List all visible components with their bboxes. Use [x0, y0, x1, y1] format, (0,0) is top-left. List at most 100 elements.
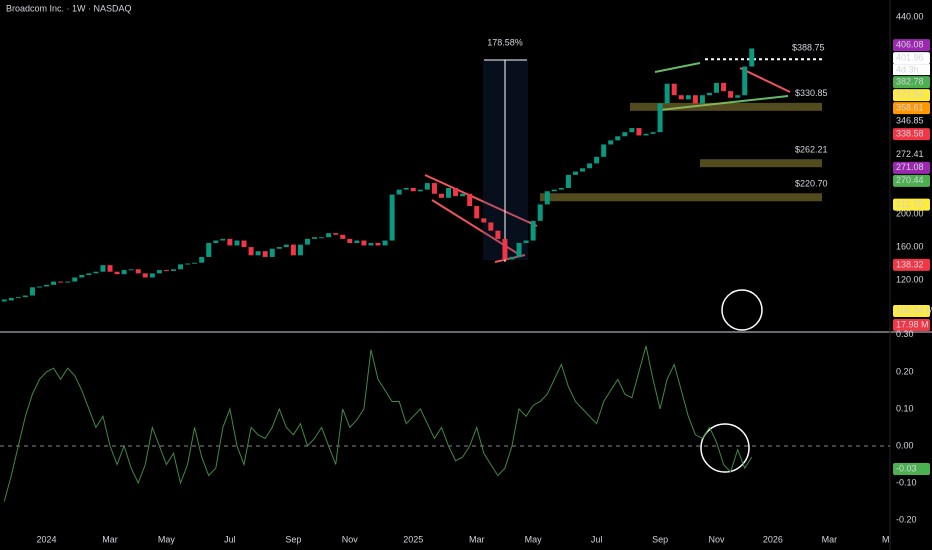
current-label: -0.03	[896, 463, 917, 473]
candle	[170, 269, 176, 271]
candle	[206, 242, 212, 257]
candle	[608, 140, 614, 145]
candle	[227, 238, 233, 246]
y-tick-label: 440.00	[896, 12, 924, 22]
candle	[692, 95, 698, 104]
y-tick-label: -0.20	[896, 514, 917, 524]
price-label-bg	[893, 115, 930, 128]
volume-label: 106.04 M	[896, 305, 932, 315]
y-tick-label: 0.00	[896, 440, 914, 450]
candle	[495, 230, 501, 239]
candle	[622, 132, 628, 137]
x-tick-label: Sep	[652, 534, 668, 544]
candle	[389, 194, 395, 241]
candle	[551, 189, 557, 192]
candle	[220, 238, 226, 241]
price-label: 346.85	[896, 115, 924, 125]
candle	[185, 263, 191, 265]
candle	[749, 48, 755, 67]
candle	[65, 281, 71, 283]
candle	[481, 218, 487, 223]
highlight-circle	[721, 289, 763, 331]
candle	[509, 256, 515, 260]
trend-line	[424, 174, 538, 227]
candle	[333, 233, 339, 235]
x-tick-label: May	[158, 534, 176, 544]
candle	[685, 95, 691, 100]
price-label: 372.54	[896, 89, 924, 99]
x-tick-label: Nov	[709, 534, 726, 544]
candle	[163, 270, 169, 272]
price-label: 272.41	[896, 149, 924, 159]
candle	[234, 240, 240, 246]
candle	[424, 183, 430, 190]
candle	[22, 295, 28, 298]
trend-line	[659, 95, 789, 111]
candle	[375, 242, 381, 246]
candle	[467, 193, 473, 207]
price-label: 358.61	[896, 102, 924, 112]
level-zone	[700, 159, 822, 168]
price-label: 138.32	[896, 259, 924, 269]
candle	[58, 281, 64, 283]
candle	[340, 234, 346, 239]
y-tick-label: 0.20	[896, 366, 914, 376]
candle	[178, 264, 184, 270]
current-label-bg	[893, 463, 930, 476]
trend-line	[739, 67, 791, 93]
trend-line	[654, 62, 701, 73]
candle	[530, 220, 536, 241]
candle	[735, 95, 741, 98]
candle	[431, 183, 437, 194]
candle	[580, 168, 586, 172]
candle	[706, 92, 712, 96]
x-tick-label: 2024	[37, 534, 57, 544]
x-tick-label: Jul	[591, 534, 603, 544]
candle	[636, 128, 642, 136]
volume-label-bg	[893, 305, 930, 317]
candle	[368, 242, 374, 246]
candle	[262, 251, 268, 257]
y-tick-label: 120.00	[896, 274, 924, 284]
candle	[255, 251, 261, 256]
candle	[523, 240, 529, 243]
x-tick-label: Mar	[102, 534, 118, 544]
price-label: 406.08	[896, 39, 924, 49]
candle	[382, 240, 388, 246]
candle	[502, 238, 508, 260]
x-tick-label: Mar	[822, 534, 838, 544]
level-label: $330.85	[795, 88, 828, 98]
candle	[44, 284, 50, 287]
candle	[587, 163, 593, 169]
candle	[403, 187, 409, 190]
candle	[128, 269, 134, 271]
candle	[678, 95, 684, 100]
candle	[657, 103, 663, 133]
candle	[664, 83, 670, 104]
candle	[72, 277, 78, 282]
candle	[650, 132, 656, 134]
candle	[241, 240, 247, 248]
price-label-bg	[893, 52, 930, 65]
x-tick-label: Sep	[285, 534, 301, 544]
candle	[142, 273, 148, 278]
x-tick-label: 2025	[403, 534, 423, 544]
candle	[558, 187, 564, 190]
candle	[742, 66, 748, 96]
volume-label-bg	[893, 319, 930, 331]
level-label: $388.75	[792, 43, 825, 53]
countdown: 4d 3h	[896, 64, 919, 74]
candle	[269, 248, 275, 257]
candle	[213, 240, 219, 243]
price-label-bg	[893, 102, 930, 115]
candle	[283, 244, 289, 248]
candle	[192, 262, 198, 264]
candle	[396, 189, 402, 195]
candle	[100, 265, 106, 272]
y-tick-label: 0.30	[896, 329, 914, 339]
candle	[276, 247, 282, 249]
candle	[615, 136, 621, 141]
candle	[544, 191, 550, 205]
